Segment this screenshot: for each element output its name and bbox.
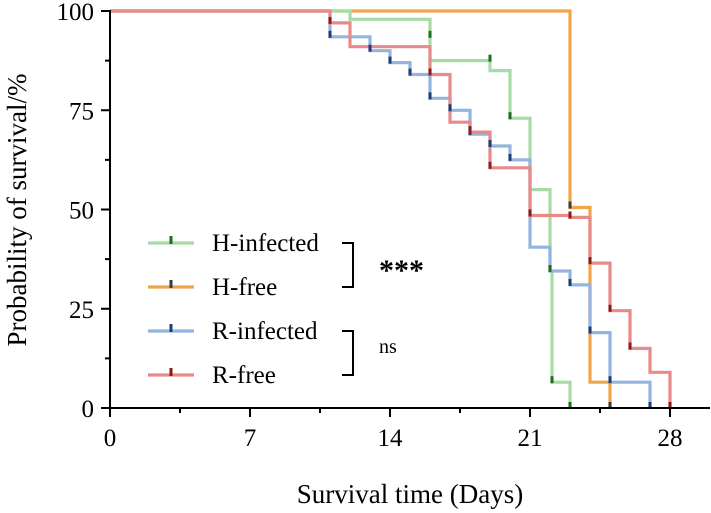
series-line-r-free — [110, 9, 672, 408]
legend-layer: H-infected H-free R-infected R-free *** ns — [148, 230, 424, 389]
x-tick-label-21: 21 — [518, 425, 543, 452]
series-layer — [110, 9, 672, 409]
legend-label-r-infected: R-infected — [212, 318, 318, 345]
legend-label-h-free: H-free — [212, 274, 277, 301]
legend-label-r-free: R-free — [212, 362, 276, 389]
y-tick-label-0: 0 — [82, 396, 95, 423]
y-tick-label-50: 50 — [69, 198, 94, 225]
x-tick-label-28: 28 — [658, 425, 683, 452]
significance-bracket-1 — [342, 330, 354, 376]
legend-label-h-infected: H-infected — [212, 230, 319, 257]
y-axis-label: Probability of survival/% — [2, 74, 32, 347]
significance-label-0: *** — [379, 254, 424, 287]
axes-layer: 0 25 50 75 100 0 7 14 21 28 — [57, 0, 710, 452]
significance-label-1: ns — [379, 336, 397, 358]
y-tick-label-75: 75 — [69, 98, 94, 125]
series-line-h-free — [110, 9, 612, 408]
x-tick-label-0: 0 — [104, 425, 117, 452]
x-axis-label: Survival time (Days) — [297, 479, 523, 509]
series-line-h-infected — [110, 9, 572, 408]
y-tick-label-25: 25 — [69, 297, 94, 324]
significance-bracket-0 — [342, 242, 354, 288]
x-tick-label-14: 14 — [378, 425, 404, 452]
x-tick-label-7: 7 — [244, 425, 257, 452]
y-tick-label-100: 100 — [57, 0, 95, 26]
